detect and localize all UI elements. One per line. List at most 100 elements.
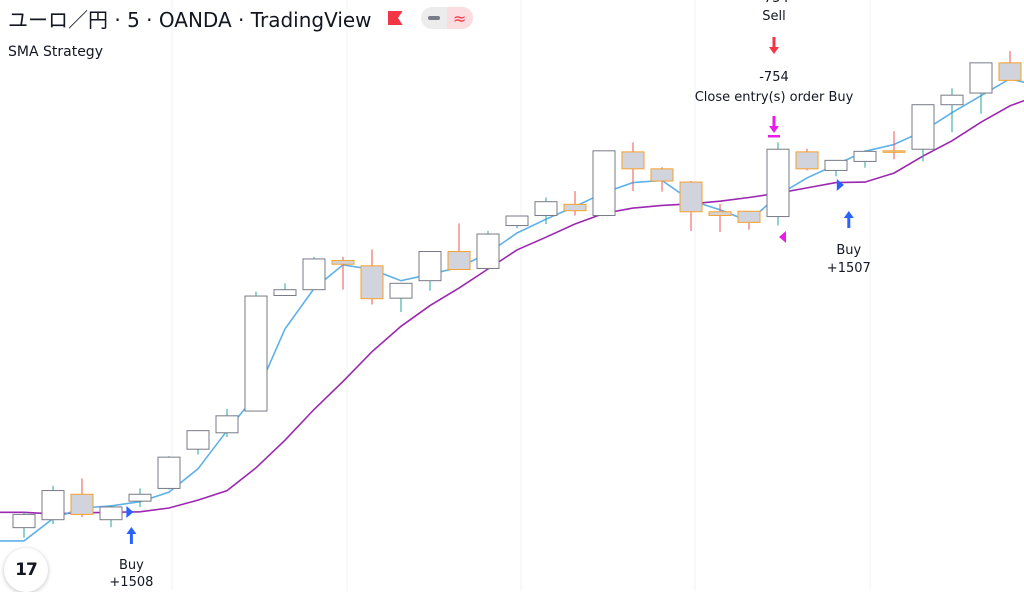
candle-body [389,282,413,299]
candle-body [621,151,645,170]
candle-body [447,251,471,271]
candle-body [157,456,181,489]
candle-body [737,210,761,223]
chart-grid [171,0,871,591]
candle-body [215,415,239,434]
candle [824,159,848,177]
chart-header: ユーロ／円 · 5 · OANDA · TradingView ≈ [8,4,473,32]
buy-arrow-icon [843,211,854,228]
entry-marker [126,506,134,518]
candle-body [795,151,819,170]
candle-body [505,215,529,227]
candle [244,291,268,412]
candle-body [650,168,674,182]
candle [331,256,355,290]
candle-body [41,490,65,521]
candle [563,191,587,216]
candle [215,408,239,438]
candle-body [853,150,877,162]
candle [969,62,993,114]
candle-body [273,289,297,297]
candle-body [592,150,616,216]
candle [998,51,1022,81]
close-arrow-bar [768,135,780,138]
candle [360,249,384,305]
candle-body [476,233,500,269]
candle [12,512,36,538]
candle-body [563,203,587,212]
candle [41,485,65,524]
candle-body [708,211,732,216]
candle [650,167,674,192]
candle [505,215,529,229]
sell-label: Sell [762,9,785,24]
candle-body [824,159,848,171]
candle [70,478,94,518]
candle [592,150,616,216]
candle [418,251,442,291]
candle [389,282,413,312]
candle [476,230,500,270]
buy-label: Buy [836,243,861,258]
strategy-label[interactable]: SMA Strategy [8,44,103,60]
candle-body [360,265,384,300]
close-order-label: Close entry(s) order Buy [695,90,854,105]
candle [99,505,123,528]
minus-icon[interactable] [421,7,447,29]
sell-qty: -754 [759,70,789,85]
indicator-toggle[interactable]: ≈ [420,7,473,29]
candle-body [244,295,268,412]
candle [621,142,645,192]
candle [940,88,964,133]
candles [12,51,1022,538]
candle-body [418,251,442,282]
candle [157,456,181,490]
candle-body [969,62,993,94]
buy-qty: +1508 [109,575,153,590]
candle [302,256,326,291]
buy-label: Buy [119,558,144,573]
candle [534,197,558,224]
candle [853,150,877,168]
logo-text: 17 [15,560,38,580]
candle-body [70,493,94,515]
partial-top-qty: -754 [759,0,789,6]
candle-body [940,94,964,106]
candle-body [534,201,558,216]
candle-body [12,513,36,529]
red-flag-icon[interactable] [387,11,403,25]
buy-arrow-icon [126,527,137,544]
candle-body [882,150,906,153]
exit-marker [779,231,786,243]
candle-body [128,493,152,502]
close-arrow-icon [769,116,779,133]
candle [186,430,210,455]
candle [447,223,471,271]
entry-marker [836,179,844,191]
candle [911,104,935,162]
order-markers: Buy +1508 -754 Sell -754 Close entry(s) order… [109,0,870,590]
tradingview-logo-icon[interactable]: 17 [4,548,48,592]
candle-body [911,104,935,150]
candle [708,203,732,232]
symbol-title[interactable]: ユーロ／円 · 5 · OANDA · TradingView [8,7,372,32]
candle-body [998,62,1022,81]
candle [766,142,790,226]
buy-qty: +1507 [827,261,871,276]
candle-body [766,148,790,218]
candle [128,488,152,507]
sma-slow-line [0,99,1024,515]
sell-arrow-icon [769,37,779,54]
candle [882,131,906,160]
candle [679,181,703,231]
candle-body [331,260,355,265]
candle-body [302,258,326,291]
candle [273,283,297,297]
candle-body [186,430,210,450]
candle-body [679,181,703,213]
candle-body [99,506,123,521]
candle [737,210,761,230]
approx-wave-icon[interactable]: ≈ [446,7,473,29]
candle [795,148,819,171]
